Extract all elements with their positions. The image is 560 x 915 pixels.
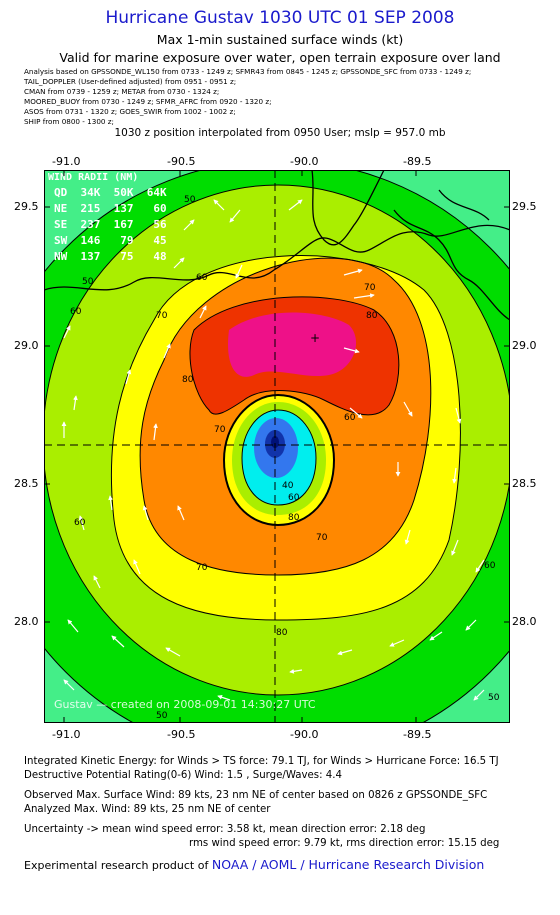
contour-label: 80 [276, 628, 288, 638]
lon-tick-label: -90.5 [167, 155, 196, 168]
wind-radii-header: QD 34K 50K 64K [54, 186, 167, 199]
wind-field-map: + [44, 170, 510, 723]
lat-tick-label: 29.0 [512, 339, 537, 352]
footer-ike: Integrated Kinetic Energy: for Winds > T… [24, 756, 499, 767]
contour-label: 60 [70, 307, 82, 317]
lat-tick-label: 28.0 [14, 615, 39, 628]
contour-lines [44, 170, 510, 723]
footer-uncertainty: Uncertainty -> mean wind speed error: 3.… [24, 824, 426, 835]
lon-tick-label: -91.0 [52, 728, 81, 741]
lat-tick-label: 28.0 [512, 615, 537, 628]
contour-label: 60 [196, 273, 208, 283]
source-line: MOORED_BUOY from 0730 - 1249 z; SFMR_AFR… [24, 97, 272, 106]
product-prefix: Experimental research product of [24, 859, 212, 872]
center-crosshair [44, 170, 510, 723]
map-frame [44, 170, 510, 723]
validity-note: Valid for marine exposure over water, op… [59, 50, 501, 65]
wind-radii-row: SW 146 79 45 [54, 234, 167, 247]
contour-label: 70 [364, 283, 376, 293]
page-title: Hurricane Gustav 1030 UTC 01 SEP 2008 [105, 8, 455, 28]
wind-radii-row: NW 137 75 48 [54, 250, 167, 263]
contour-label: 50 [488, 693, 500, 703]
wind-arrows [61, 199, 485, 701]
hrd-link[interactable]: NOAA / AOML / Hurricane Research Divisio… [211, 857, 485, 872]
lon-tick-label: -89.5 [403, 728, 432, 741]
contour-label: 50 [156, 711, 168, 721]
footer-observed: Observed Max. Surface Wind: 89 kts, 23 n… [24, 790, 488, 801]
lon-tick-label: -89.5 [403, 155, 432, 168]
lat-tick-label: 29.0 [14, 339, 39, 352]
source-line: TAIL_DOPPLER (User-defined adjusted) fro… [24, 77, 237, 86]
contour-label: 60 [484, 561, 496, 571]
contour-label: 40 [282, 481, 294, 491]
max-wind-marker: + [310, 331, 320, 345]
page-subtitle: Max 1-min sustained surface winds (kt) [156, 32, 404, 47]
coastline [44, 170, 510, 321]
contour-label: 60 [74, 518, 86, 528]
contour-label: 60 [344, 413, 356, 423]
contour-label: 80 [366, 311, 378, 321]
contour-label: 70 [156, 311, 168, 321]
lat-tick-label: 28.5 [14, 477, 39, 490]
lat-tick-label: 29.5 [14, 200, 39, 213]
wind-radii-row: NE 215 137 60 [54, 202, 167, 215]
contour-label: 70 [214, 425, 226, 435]
contour-label: 80 [288, 513, 300, 523]
source-line: CMAN from 0739 - 1259 z; METAR from 0730… [24, 87, 220, 96]
footer-product: Experimental research product of NOAA / … [24, 858, 484, 872]
contour-label: 70 [316, 533, 328, 543]
lat-tick-label: 29.5 [512, 200, 537, 213]
source-line: SHIP from 0800 - 1300 z; [24, 117, 114, 126]
map-watermark: Gustav — created on 2008-09-01 14:30:27 … [54, 698, 316, 711]
contour-label: 70 [196, 563, 208, 573]
footer-analyzed: Analyzed Max. Wind: 89 kts, 25 nm NE of … [24, 804, 271, 815]
contour-label: 80 [182, 375, 194, 385]
wind-radii-title: WIND RADII (NM) [48, 172, 138, 183]
footer-destructive: Destructive Potential Rating(0-6) Wind: … [24, 770, 342, 781]
wind-radii-row: SE 237 167 56 [54, 218, 167, 231]
wind-band-max [228, 312, 357, 377]
lon-tick-label: -90.0 [290, 155, 319, 168]
contour-label: 60 [288, 493, 300, 503]
contour-label: 50 [184, 195, 196, 205]
position-note: 1030 z position interpolated from 0950 U… [114, 127, 446, 139]
contour-label: 50 [82, 277, 94, 287]
wind-radii-table: WIND RADII (NM) QD 34K 50K 64K NE 215 13… [48, 172, 167, 263]
source-line: Analysis based on GPSSONDE_WL150 from 07… [24, 67, 472, 76]
source-line: ASOS from 0731 - 1320 z; GOES_SWIR from … [24, 107, 236, 116]
axis-ticks [44, 170, 510, 723]
footer-uncertainty-rms: rms wind speed error: 9.79 kt, rms direc… [189, 838, 500, 849]
lon-tick-label: -91.0 [52, 155, 81, 168]
lon-tick-label: -90.5 [167, 728, 196, 741]
lat-tick-label: 28.5 [512, 477, 537, 490]
lon-tick-label: -90.0 [290, 728, 319, 741]
